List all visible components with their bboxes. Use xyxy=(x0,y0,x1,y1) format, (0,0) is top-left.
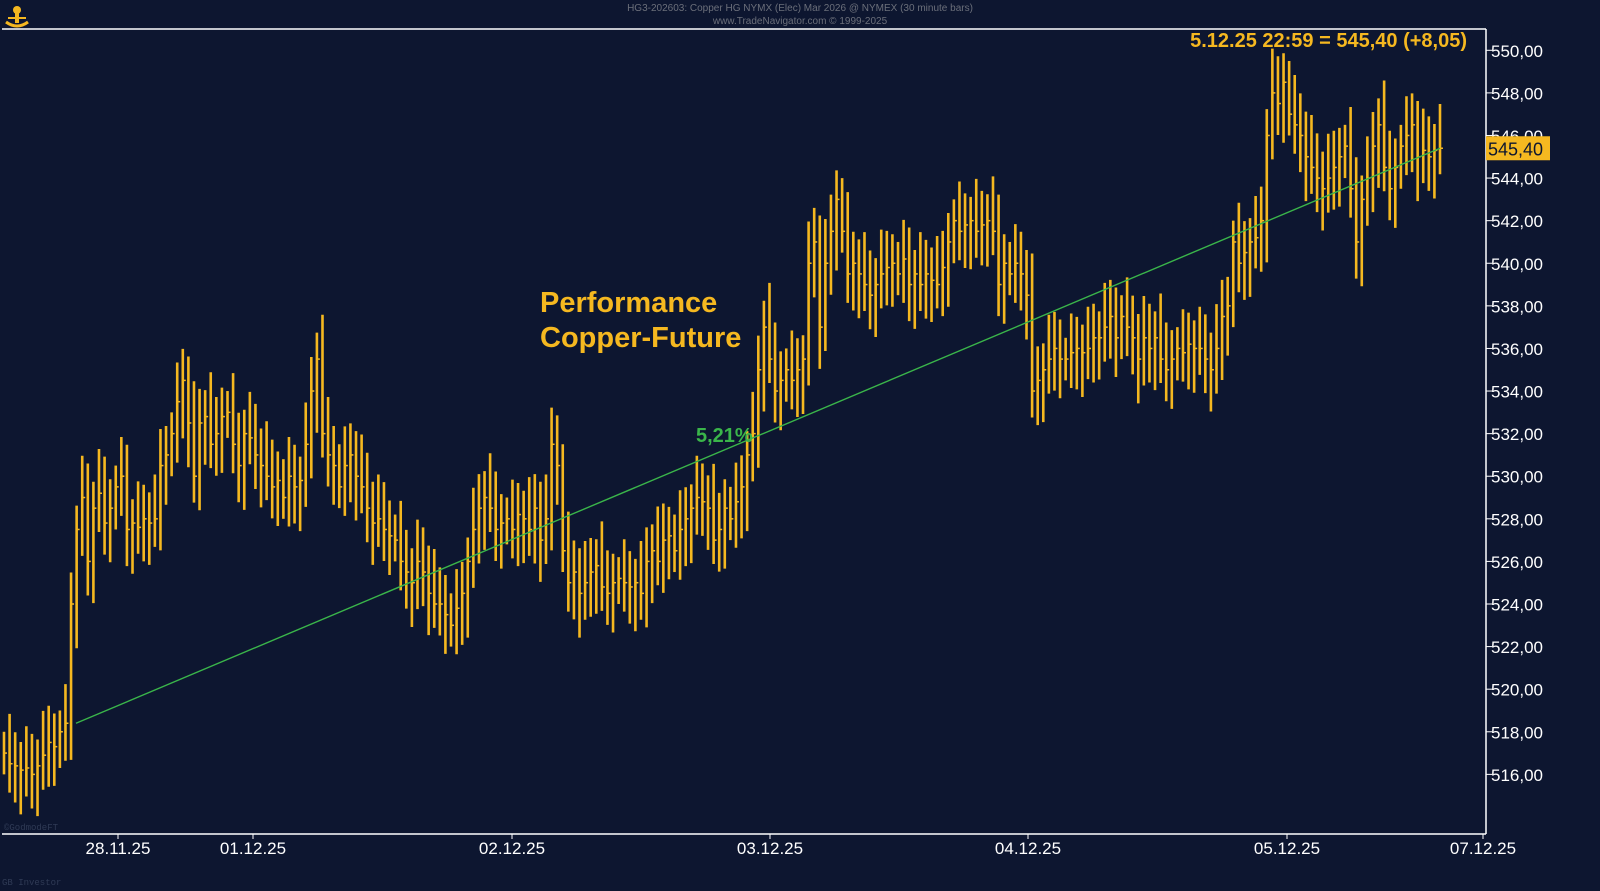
y-tick-label: 542,00 xyxy=(1491,212,1543,231)
last-price-badge xyxy=(1486,136,1550,161)
chart-header-subtitle: www.TradeNavigator.com © 1999-2025 xyxy=(712,16,888,27)
y-tick-label: 526,00 xyxy=(1491,553,1543,572)
chart-title: Performance xyxy=(540,287,717,319)
watermark-footer: GB Investor xyxy=(2,878,62,888)
last-price-badge-label: 545,40 xyxy=(1488,139,1543,159)
trend-line xyxy=(75,147,1441,724)
last-price-info-label: 5.12.25 22:59 = 545,40 (+8,05) xyxy=(1190,30,1467,52)
y-tick-label: 518,00 xyxy=(1491,723,1543,742)
chart-header-title: HG3-202603: Copper HG NYMX (Elec) Mar 20… xyxy=(627,3,973,14)
x-tick-label: 07.12.25 xyxy=(1450,839,1516,858)
y-tick-label: 538,00 xyxy=(1491,297,1543,316)
trade-navigator-logo-icon xyxy=(5,6,29,28)
x-tick-label: 05.12.25 xyxy=(1254,839,1320,858)
y-tick-label: 520,00 xyxy=(1491,681,1543,700)
x-tick-label: 01.12.25 xyxy=(220,839,286,858)
y-tick-label: 534,00 xyxy=(1491,383,1543,402)
y-tick-label: 524,00 xyxy=(1491,596,1543,615)
y-tick-label: 548,00 xyxy=(1491,84,1543,103)
x-tick-label: 02.12.25 xyxy=(479,839,545,858)
watermark-bottom-left: ©GodmodeFT xyxy=(4,823,59,833)
y-tick-label: 522,00 xyxy=(1491,638,1543,657)
trend-label: 5,21% xyxy=(696,425,753,447)
y-tick-label: 530,00 xyxy=(1491,468,1543,487)
x-tick-label: 28.11.25 xyxy=(86,839,151,858)
y-tick-label: 528,00 xyxy=(1491,510,1543,529)
x-tick-label: 04.12.25 xyxy=(995,839,1061,858)
chart-subtitle: Copper-Future xyxy=(540,322,741,354)
y-tick-label: 540,00 xyxy=(1491,255,1543,274)
y-tick-label: 536,00 xyxy=(1491,340,1543,359)
y-tick-label: 516,00 xyxy=(1491,766,1543,785)
y-tick-label: 532,00 xyxy=(1491,425,1543,444)
y-tick-label: 550,00 xyxy=(1491,42,1543,61)
x-tick-label: 03.12.25 xyxy=(737,839,803,858)
y-tick-label: 544,00 xyxy=(1491,170,1543,189)
